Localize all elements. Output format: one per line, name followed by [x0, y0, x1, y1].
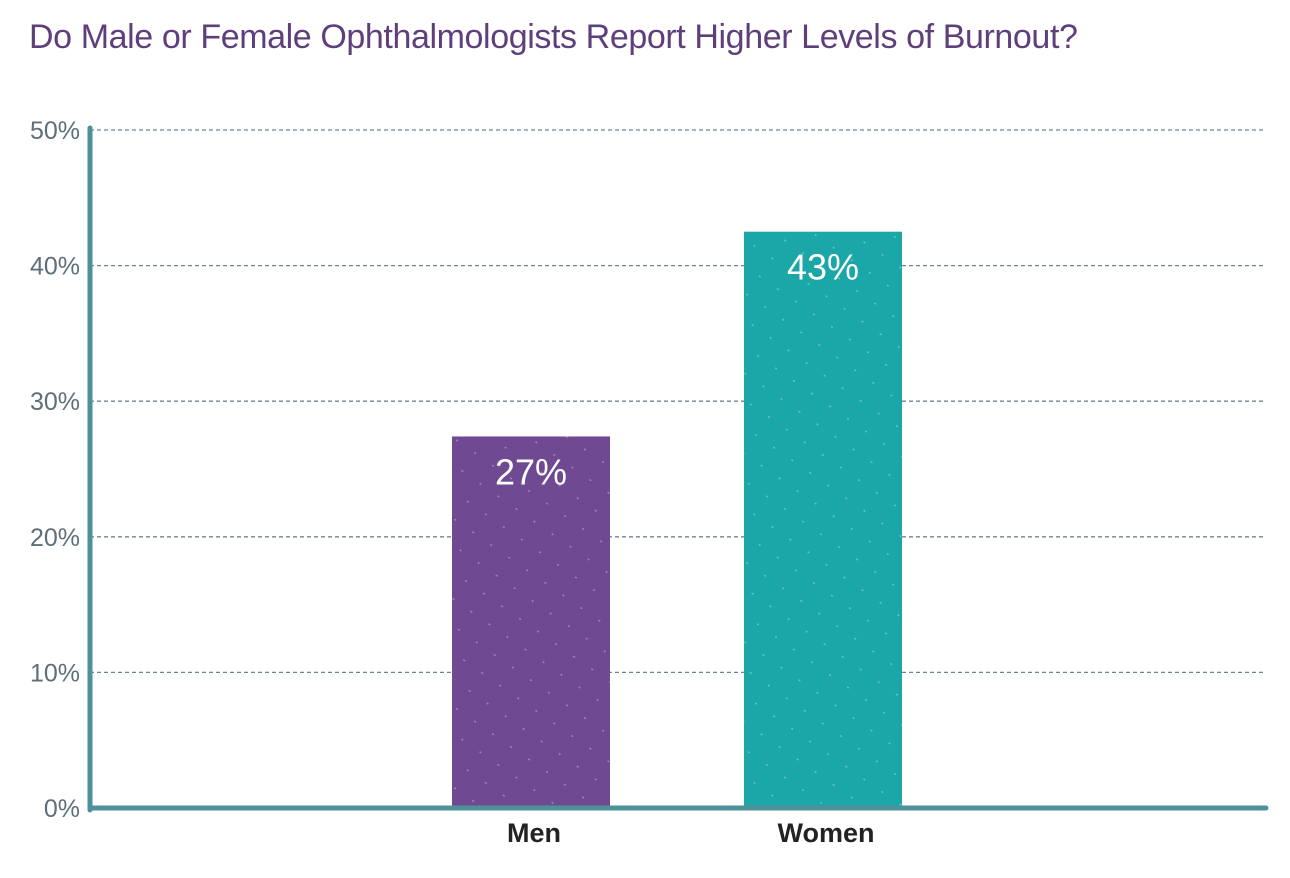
y-tick-label: 40%: [30, 253, 80, 281]
bar-texture: [452, 436, 610, 808]
bar-texture: [744, 231, 902, 808]
y-tick-label: 10%: [30, 659, 80, 687]
bars: [452, 231, 902, 808]
labels: 27% Men 43% Women: [495, 247, 875, 848]
y-tick-label: 50%: [30, 117, 80, 145]
data-label: 43%: [787, 247, 859, 288]
y-tick-label: 20%: [30, 524, 80, 552]
x-category-label: Men: [507, 818, 561, 848]
grid-lines: [90, 129, 1266, 674]
y-axis-ticks: 0% 10% 20% 30% 40% 50%: [30, 117, 80, 823]
y-tick-label: 0%: [44, 795, 80, 823]
data-label: 27%: [495, 451, 567, 492]
y-tick-label: 30%: [30, 388, 80, 416]
chart-title: Do Male or Female Ophthalmologists Repor…: [29, 18, 1078, 56]
x-category-label: Women: [777, 818, 874, 848]
axes: [87, 125, 1269, 813]
